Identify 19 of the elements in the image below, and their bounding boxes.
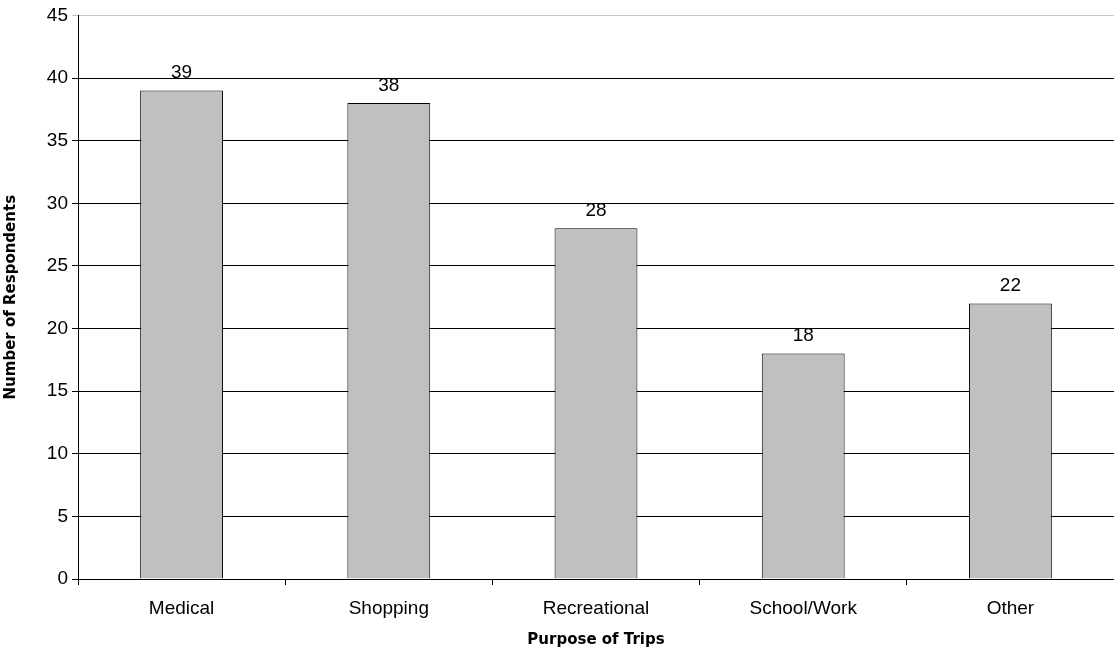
x-tick-label: Medical — [148, 596, 215, 618]
y-tick-label: 45 — [46, 3, 68, 25]
y-tick-label: 30 — [46, 191, 68, 213]
y-axis-title: Number of Respondents — [0, 194, 19, 400]
x-tick-label: Recreational — [542, 596, 650, 618]
x-tick-label: Shopping — [348, 596, 429, 618]
x-tick-label: Other — [986, 596, 1035, 618]
y-tick-label: 0 — [57, 567, 68, 589]
y-tick-label: 40 — [46, 66, 68, 88]
y-tick-label: 10 — [46, 441, 68, 463]
y-tick-label: 35 — [46, 128, 68, 150]
y-tick-label: 5 — [57, 504, 68, 526]
y-tick-label: 20 — [46, 316, 68, 338]
data-label: 39 — [171, 61, 193, 83]
x-tick-label: School/Work — [749, 596, 858, 618]
data-label: 22 — [999, 274, 1021, 296]
x-axis-title: Purpose of Trips — [527, 629, 665, 648]
y-tick-label: 15 — [46, 379, 68, 401]
y-tick-label: 25 — [46, 254, 68, 276]
